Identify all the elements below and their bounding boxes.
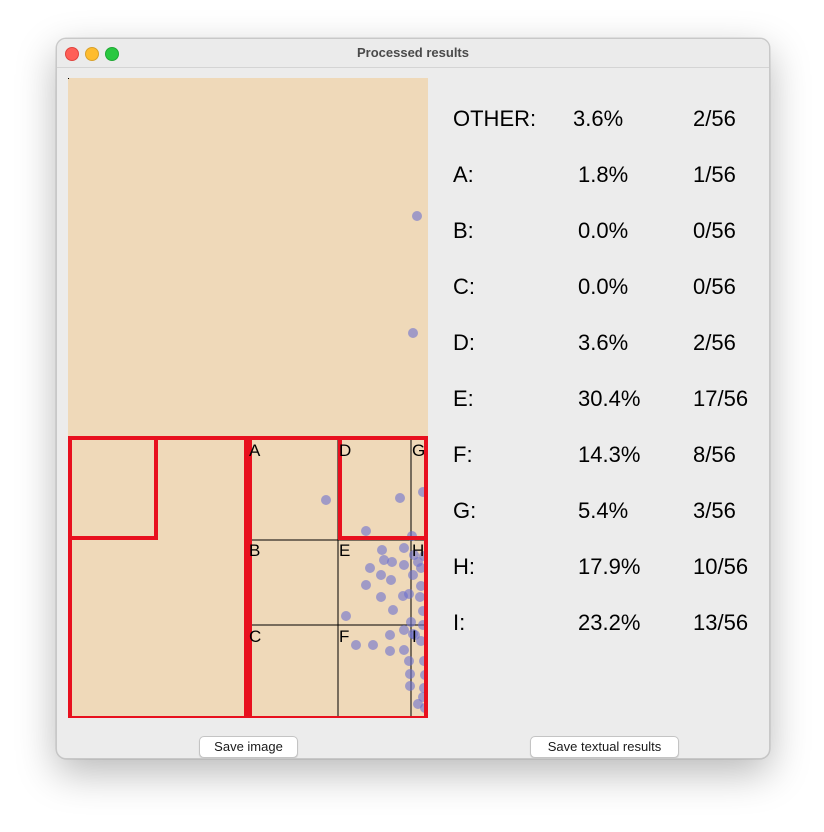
title-bar[interactable]: Processed results <box>57 39 769 68</box>
result-row: D: 3.6% 2/56 <box>453 315 763 371</box>
origin-marker <box>68 78 69 79</box>
data-point <box>415 592 425 602</box>
data-point <box>405 681 415 691</box>
result-label: OTHER: <box>453 106 537 131</box>
result-count: 10/56 <box>693 554 749 579</box>
region-label: G <box>412 441 425 460</box>
result-percent: 3.6% <box>573 106 624 131</box>
data-point <box>385 646 395 656</box>
save-image-button[interactable]: Save image <box>199 736 298 758</box>
region-label: B <box>249 541 260 560</box>
data-point <box>361 580 371 590</box>
results-table: OTHER: 3.6% 2/56 A: 1.8% 1/56 B: 0.0% 0/… <box>453 91 763 651</box>
window-title: Processed results <box>356 45 469 60</box>
result-label: G: <box>453 498 477 523</box>
data-point <box>386 575 396 585</box>
result-row: I: 23.2% 13/56 <box>453 595 763 651</box>
maximize-window-button[interactable] <box>105 47 119 61</box>
data-point <box>399 625 409 635</box>
data-point <box>388 605 398 615</box>
data-point <box>404 656 414 666</box>
data-point <box>385 630 395 640</box>
result-count: 0/56 <box>693 274 736 299</box>
result-percent: 5.4% <box>578 498 629 523</box>
data-point <box>406 617 416 627</box>
data-point <box>408 570 418 580</box>
region-label: A <box>249 441 261 460</box>
data-point <box>404 589 414 599</box>
data-point <box>376 570 386 580</box>
data-point <box>410 630 420 640</box>
data-point <box>379 555 389 565</box>
result-count: 13/56 <box>693 610 749 635</box>
data-point <box>416 563 426 573</box>
result-percent: 23.2% <box>578 610 641 635</box>
minimize-window-button[interactable] <box>85 47 99 61</box>
result-label: E: <box>453 386 474 411</box>
close-window-button[interactable] <box>65 47 79 61</box>
result-row: F: 14.3% 8/56 <box>453 427 763 483</box>
data-point <box>412 211 422 221</box>
result-percent: 1.8% <box>578 162 629 187</box>
data-point <box>405 669 415 679</box>
result-row: OTHER: 3.6% 2/56 <box>453 91 763 147</box>
region-label: D <box>339 441 351 460</box>
data-point <box>365 563 375 573</box>
region-label: F <box>339 627 349 646</box>
result-percent: 3.6% <box>578 330 629 355</box>
result-label: I: <box>453 610 466 635</box>
results-window: Processed results A B C D E F G H I OTHER: 3.6% … <box>56 38 770 759</box>
result-count: 8/56 <box>693 442 736 467</box>
result-percent: 0.0% <box>578 274 629 299</box>
save-textual-results-button[interactable]: Save textual results <box>530 736 679 758</box>
result-count: 2/56 <box>693 106 736 131</box>
data-point <box>376 592 386 602</box>
result-count: 2/56 <box>693 330 736 355</box>
region-label: C <box>249 627 261 646</box>
data-point <box>399 560 409 570</box>
result-label: H: <box>453 554 475 579</box>
result-percent: 14.3% <box>578 442 641 467</box>
data-point <box>387 557 397 567</box>
data-point <box>341 611 351 621</box>
result-count: 1/56 <box>693 162 736 187</box>
region-label: E <box>339 541 350 560</box>
data-point <box>416 581 426 591</box>
result-row: H: 17.9% 10/56 <box>453 539 763 595</box>
result-label: D: <box>453 330 475 355</box>
data-point <box>399 645 409 655</box>
result-label: B: <box>453 218 474 243</box>
result-percent: 0.0% <box>578 218 629 243</box>
result-label: C: <box>453 274 475 299</box>
result-row: B: 0.0% 0/56 <box>453 203 763 259</box>
data-point <box>351 640 361 650</box>
result-label: A: <box>453 162 474 187</box>
result-row: G: 5.4% 3/56 <box>453 483 763 539</box>
region-label: I <box>412 627 417 646</box>
region-label: H <box>412 541 424 560</box>
data-point <box>377 545 387 555</box>
data-point <box>395 493 405 503</box>
result-count: 0/56 <box>693 218 736 243</box>
data-point <box>361 526 371 536</box>
result-percent: 17.9% <box>578 554 641 579</box>
result-row: A: 1.8% 1/56 <box>453 147 763 203</box>
result-row: E: 30.4% 17/56 <box>453 371 763 427</box>
result-label: F: <box>453 442 473 467</box>
results-image: A B C D E F G H I <box>68 78 428 718</box>
data-point <box>408 328 418 338</box>
highlight-region <box>68 436 248 718</box>
result-count: 3/56 <box>693 498 736 523</box>
data-point <box>321 495 331 505</box>
data-point <box>399 543 409 553</box>
data-point <box>368 640 378 650</box>
region-plot: A B C D E F G H I <box>68 78 428 718</box>
result-row: C: 0.0% 0/56 <box>453 259 763 315</box>
result-count: 17/56 <box>693 386 749 411</box>
data-point <box>413 699 423 709</box>
highlight-region <box>338 436 428 540</box>
result-percent: 30.4% <box>578 386 641 411</box>
